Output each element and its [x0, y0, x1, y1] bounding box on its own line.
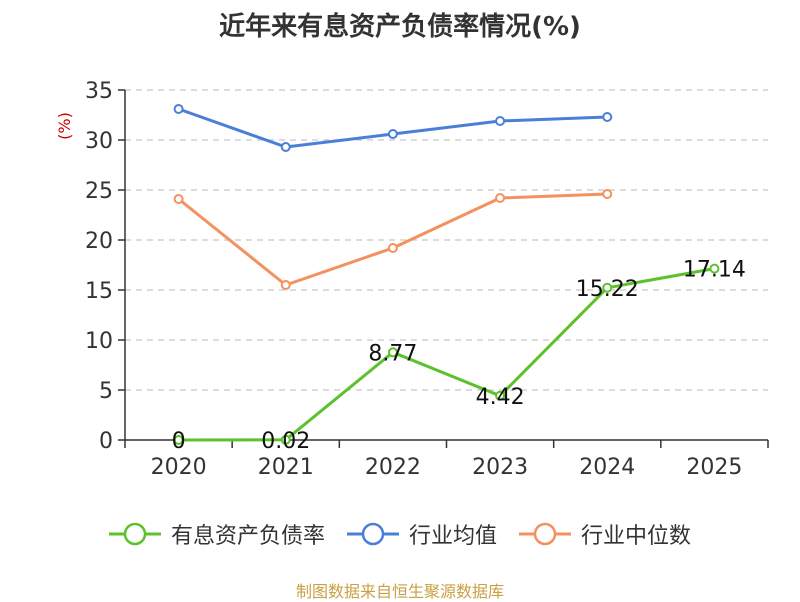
legend-label: 行业中位数 [581, 524, 692, 549]
data-point [602, 282, 613, 293]
data-point [495, 193, 506, 203]
series-line [178, 267, 715, 442]
data-point [387, 129, 398, 139]
data-point [173, 104, 184, 114]
y-tick-label: 15 [85, 279, 113, 304]
y-tick-label: 35 [85, 79, 113, 104]
data-point [495, 116, 506, 126]
data-point [173, 194, 184, 204]
source-note: 制图数据来自恒生聚源数据库 [295, 582, 504, 601]
data-point [387, 243, 398, 253]
legend-label: 行业均值 [408, 524, 497, 549]
x-tick-label: 2022 [365, 455, 421, 480]
data-label: 0.02 [261, 429, 310, 454]
series-line [178, 107, 608, 149]
data-point [602, 189, 613, 199]
data-label: 15.22 [576, 277, 639, 302]
data-point [173, 435, 184, 445]
data-point [280, 280, 291, 290]
legend-item[interactable]: 行业中位数 [519, 518, 691, 550]
x-tick-label: 2024 [579, 455, 635, 480]
data-point [280, 142, 291, 152]
x-tick-label: 2025 [686, 455, 742, 480]
data-label: 0 [172, 429, 186, 454]
y-tick-label: 25 [85, 179, 113, 204]
y-axis-label: (%) [55, 112, 74, 140]
legend-swatch [108, 522, 161, 546]
legend-label: 有息资产负债率 [170, 524, 325, 549]
legend-swatch [346, 522, 399, 546]
data-point [602, 112, 613, 122]
data-point [387, 347, 398, 358]
y-tick-label: 20 [85, 229, 113, 254]
legend-swatch [519, 522, 571, 546]
y-tick-label: 10 [85, 329, 113, 354]
x-tick-label: 2023 [472, 455, 528, 480]
x-tick-label: 2021 [258, 455, 314, 480]
x-tick-label: 2020 [151, 455, 207, 480]
data-point [709, 263, 720, 274]
data-label: 17.14 [683, 258, 746, 283]
legend-item[interactable]: 行业均值 [346, 518, 497, 550]
y-tick-label: 30 [85, 129, 113, 154]
y-tick-label: 0 [99, 429, 113, 454]
data-label: 8.77 [368, 341, 417, 366]
legend-item[interactable]: 有息资产负债率 [108, 518, 325, 550]
data-point [280, 434, 291, 445]
chart-title: 近年来有息资产负债率情况(%) [219, 12, 581, 42]
data-point [495, 390, 506, 401]
legend: 有息资产负债率 行业均值 行业中位数 [0, 518, 800, 550]
y-tick-label: 5 [99, 379, 113, 404]
data-label: 4.42 [476, 385, 525, 410]
